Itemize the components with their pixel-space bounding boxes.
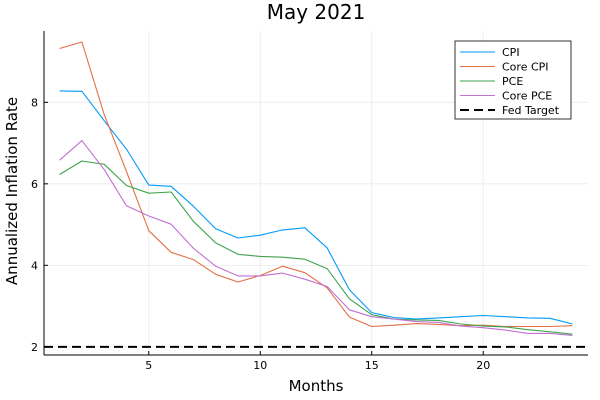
legend-box <box>454 40 572 120</box>
tick-labels: 5 10 15 20 2 4 6 8 <box>31 96 490 372</box>
y-tick-label: 8 <box>31 96 38 109</box>
chart-title: May 2021 <box>267 0 366 24</box>
series-line-core-cpi <box>59 41 573 328</box>
series-line-pce <box>59 160 573 335</box>
x-tick-label: 20 <box>476 359 490 372</box>
y-tick-label: 2 <box>31 341 38 354</box>
y-axis-title: Annualized Inflation Rate <box>3 97 21 285</box>
legend-label-pce: PCE <box>502 75 523 88</box>
legend-label-cpi: CPI <box>502 46 520 59</box>
y-tick-label: 4 <box>31 259 38 272</box>
series-line-core-pce <box>59 140 573 336</box>
series-line-cpi <box>59 90 573 325</box>
legend-label-fed-target: Fed Target <box>502 104 560 117</box>
legend-label-core-pce: Core PCE <box>502 90 552 103</box>
legend-label-core-cpi: Core CPI <box>502 61 549 74</box>
x-tick-label: 15 <box>365 359 379 372</box>
x-axis-title: Months <box>289 377 344 395</box>
series-group <box>44 41 588 348</box>
x-tick-label: 5 <box>145 359 152 372</box>
y-tick-label: 6 <box>31 178 38 191</box>
x-tick-label: 10 <box>253 359 267 372</box>
